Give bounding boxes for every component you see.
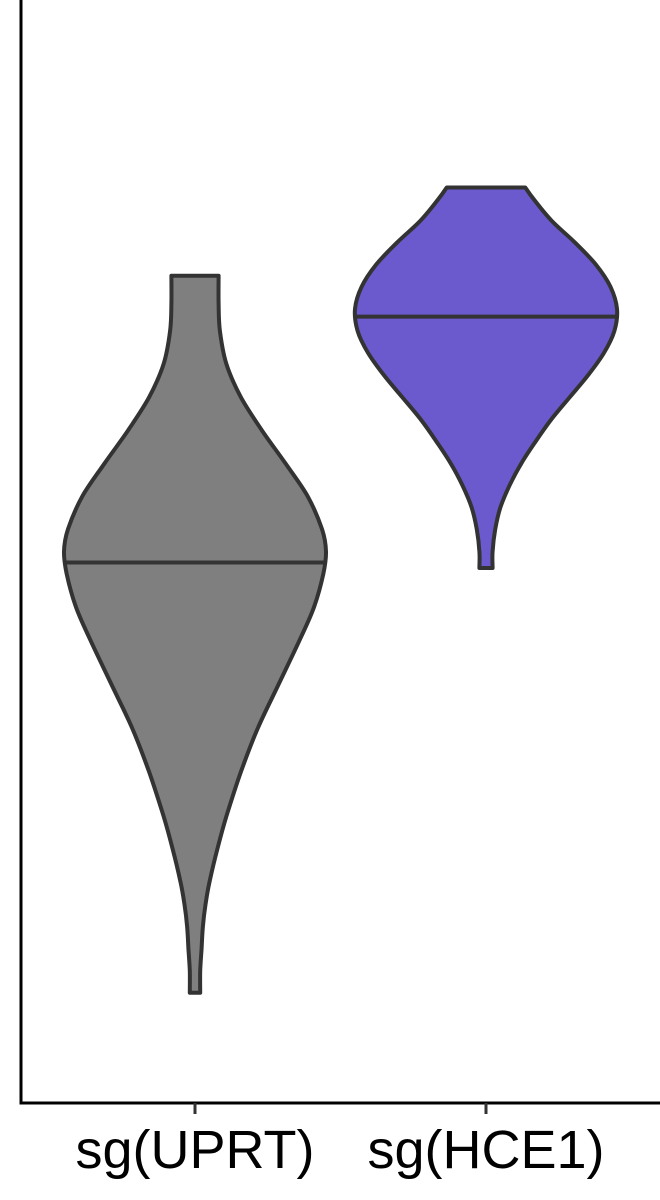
x-tick-label-hce1: sg(HCE1): [367, 1120, 604, 1180]
violin-uprt: [61, 273, 329, 995]
violin-layer: [61, 185, 620, 995]
x-axis-ticks: [193, 1103, 488, 1114]
violin-hce1: [352, 185, 620, 570]
x-tick-label-uprt: sg(UPRT): [75, 1120, 314, 1180]
